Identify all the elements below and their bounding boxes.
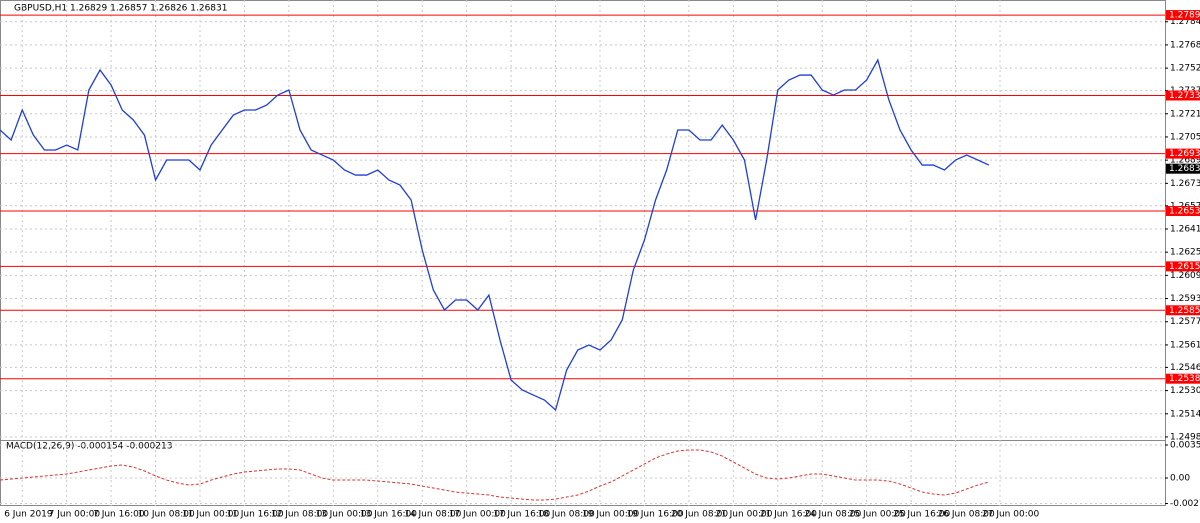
- x-tick-label: 24 Jun 08:00: [804, 510, 861, 520]
- y-tick-label: 1.25300: [1170, 386, 1200, 396]
- level-label-bg: [1166, 305, 1200, 316]
- y-tick-label: 1.26255: [1170, 248, 1200, 258]
- level-label-bg: [1166, 373, 1200, 384]
- last-price-label: 1.26831: [1169, 164, 1200, 174]
- level-label: 1.26935: [1169, 149, 1200, 159]
- y-tick-label: 1.26890: [1170, 156, 1200, 166]
- y-tick-label: 1.27210: [1170, 109, 1200, 119]
- y-tick-label: 1.24980: [1170, 432, 1200, 442]
- level-label-bg: [1166, 90, 1200, 101]
- y-tick-label: 1.27685: [1170, 40, 1200, 50]
- x-tick-label: 21 Jun 00:00: [715, 510, 772, 520]
- x-tick-label: 13 Jun 00:00: [315, 510, 372, 520]
- macd-title: MACD(12,26,9) -0.000154 -0.000213: [6, 442, 172, 452]
- level-label: 1.25382: [1169, 374, 1200, 384]
- y-tick-label: 1.25775: [1170, 317, 1200, 327]
- x-tick-label: 17 Jun 16:00: [493, 510, 550, 520]
- y-tick-label: 1.27050: [1170, 132, 1200, 142]
- level-label: 1.25854: [1169, 306, 1200, 316]
- level-label-bg: [1166, 148, 1200, 159]
- symbol-info: GBPUSD,H1 1.26829 1.26857 1.26826 1.2683…: [14, 4, 227, 14]
- plot-frame: [0, 0, 1166, 506]
- y-tick-label: 1.27845: [1170, 17, 1200, 27]
- x-tick-label: 7 Jun 16:00: [93, 510, 145, 520]
- x-tick-label: 25 Jun 16:00: [893, 510, 950, 520]
- y-tick-label: 0.00: [1170, 474, 1190, 484]
- x-tick-label: 6 Jun 2019: [4, 510, 53, 520]
- y-tick-label: 1.25140: [1170, 409, 1200, 419]
- x-tick-label: 19 Jun 00:00: [582, 510, 639, 520]
- x-tick-label: 7 Jun 00:00: [49, 510, 101, 520]
- level-label-bg: [1166, 10, 1200, 21]
- y-tick-label: 1.26095: [1170, 271, 1200, 281]
- y-tick-label: 1.26730: [1170, 179, 1200, 189]
- x-tick-label: 10 Jun 08:00: [138, 510, 195, 520]
- x-tick-label: 12 Jun 08:00: [271, 510, 328, 520]
- y-tick-label: 1.26415: [1170, 224, 1200, 234]
- y-tick-label: 1.25935: [1170, 294, 1200, 304]
- y-tick-label: 1.27525: [1170, 64, 1200, 74]
- level-label-bg: [1166, 261, 1200, 272]
- y-tick-label: 1.25615: [1170, 340, 1200, 350]
- x-tick-label: 20 Jun 08:00: [671, 510, 728, 520]
- x-tick-label: 11 Jun 16:00: [226, 510, 283, 520]
- level-label: 1.26539: [1169, 207, 1200, 217]
- x-tick-label: 14 Jun 08:00: [404, 510, 461, 520]
- x-tick-label: 26 Jun 08:00: [938, 510, 995, 520]
- x-tick-label: 11 Jun 00:00: [182, 510, 239, 520]
- x-tick-label: 18 Jun 08:00: [538, 510, 595, 520]
- price-line: [0, 58, 990, 412]
- y-tick-label: -0.002764: [1170, 499, 1200, 509]
- x-tick-label: 17 Jun 00:00: [449, 510, 506, 520]
- x-tick-label: 21 Jun 16:00: [760, 510, 817, 520]
- x-tick-label: 19 Jun 16:00: [626, 510, 683, 520]
- level-label: 1.27336: [1169, 91, 1200, 101]
- level-label: 1.26157: [1169, 262, 1200, 272]
- y-tick-label: 1.25460: [1170, 363, 1200, 373]
- level-label-bg: [1166, 206, 1200, 217]
- x-tick-label: 27 Jun 00:00: [982, 510, 1039, 520]
- x-tick-label: 25 Jun 00:00: [849, 510, 906, 520]
- last-price-bg: [1166, 163, 1200, 174]
- y-tick-label: 0.003576: [1170, 441, 1200, 451]
- x-tick-label: 13 Jun 16:00: [360, 510, 417, 520]
